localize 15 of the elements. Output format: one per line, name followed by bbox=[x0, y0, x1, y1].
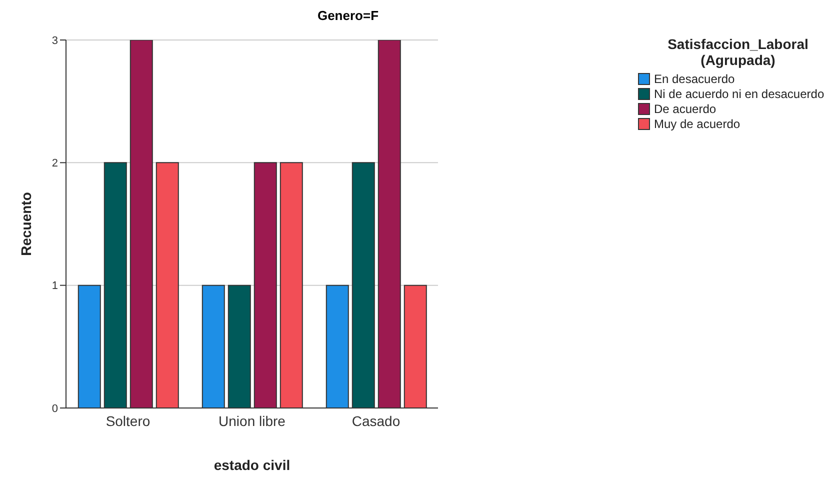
y-tick-label: 3 bbox=[52, 34, 58, 47]
legend-label: En desacuerdo bbox=[654, 72, 735, 86]
y-tick-label: 0 bbox=[52, 402, 58, 415]
x-tick-label: Union libre bbox=[218, 412, 286, 429]
x-tick-label: Casado bbox=[352, 412, 400, 429]
legend-label: De acuerdo bbox=[654, 102, 716, 116]
y-tick-label: 2 bbox=[52, 158, 58, 170]
x-tick-label: Soltero bbox=[106, 412, 150, 429]
y-tick-label: 1 bbox=[52, 280, 58, 292]
legend-title: Satisfaccion_Laboral (Agrupada) bbox=[666, 36, 810, 68]
chart-title: Genero=F bbox=[316, 8, 380, 23]
legend-label: Ni de acuerdo ni en desacuerdo bbox=[654, 87, 824, 101]
y-axis-title: Recuento bbox=[18, 192, 34, 256]
legend-label: Muy de acuerdo bbox=[654, 117, 740, 131]
x-axis-title: estado civil bbox=[214, 457, 290, 473]
